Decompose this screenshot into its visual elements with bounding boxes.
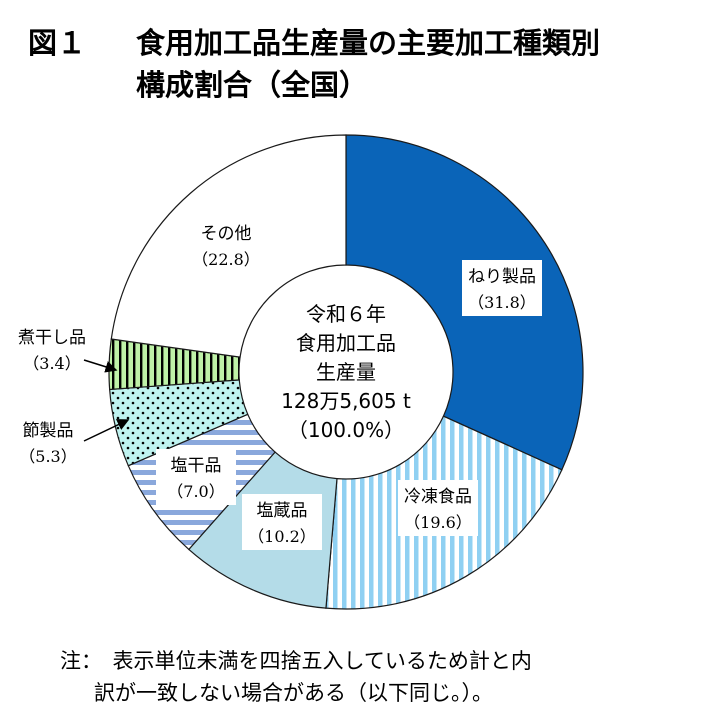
slice-label-box bbox=[462, 260, 542, 316]
footnote-line-2: 訳が一致しない場合がある（以下同じ。）。 bbox=[94, 681, 493, 705]
center-label-line: 令和６年 bbox=[306, 302, 386, 326]
title-text-1: 食用加工品生産量の主要加工種類別 bbox=[136, 26, 601, 60]
donut-slice bbox=[110, 134, 347, 358]
slice-name: その他 bbox=[201, 224, 252, 244]
slice-name: 塩蔵品 bbox=[257, 501, 308, 521]
footnote-line-1: 注： 表示単位未満を四捨五入しているため計と内 bbox=[60, 649, 532, 673]
slice-name: ねり製品 bbox=[468, 267, 536, 287]
slice-value: （19.6） bbox=[404, 513, 472, 532]
slice-label: 塩蔵品 （10.2） bbox=[242, 494, 322, 550]
slice-name: 煮干し品 bbox=[18, 328, 86, 348]
slice-label: 煮干し品 （3.4） bbox=[18, 328, 118, 373]
slice-label: 節製品 （5.3） bbox=[19, 419, 130, 466]
slice-label-box bbox=[242, 494, 322, 550]
slice-value: （22.8） bbox=[192, 250, 260, 269]
slice-label-box bbox=[156, 449, 236, 505]
slice-label: 冷凍食品 （19.6） bbox=[398, 480, 478, 536]
center-label-line: （100.0%） bbox=[288, 418, 404, 442]
title-line-1: 図１ 食用加工品生産量の主要加工種類別 bbox=[28, 22, 600, 64]
slice-label: 塩干品 （7.0） bbox=[156, 449, 236, 505]
center-label-line: 128万5,605 t bbox=[281, 389, 411, 413]
slice-name: 冷凍食品 bbox=[404, 487, 472, 507]
center-label-line: 生産量 bbox=[316, 360, 376, 384]
slice-value: （10.2） bbox=[248, 527, 316, 546]
slice-value: （5.3） bbox=[19, 447, 76, 466]
slice-value: （7.0） bbox=[167, 482, 224, 501]
leader-arrow bbox=[83, 359, 118, 373]
slice-label-box bbox=[398, 480, 478, 536]
figure-number: 図１ bbox=[28, 26, 87, 60]
center-label-line: 食用加工品 bbox=[296, 331, 396, 355]
slice-label: ねり製品 （31.8） bbox=[462, 260, 542, 316]
slice-name: 節製品 bbox=[23, 421, 74, 441]
leader-arrow bbox=[83, 419, 130, 442]
footnote: 注： 表示単位未満を四捨五入しているため計と内 訳が一致しない場合がある（以下同… bbox=[60, 645, 532, 709]
title-line-2: 構成割合（全国） bbox=[136, 68, 369, 102]
slice-name: 塩干品 bbox=[171, 456, 222, 476]
chart-title: 図１ 食用加工品生産量の主要加工種類別 構成割合（全国） bbox=[28, 22, 600, 106]
slice-label: その他 （22.8） bbox=[192, 224, 260, 269]
slice-value: （3.4） bbox=[23, 354, 80, 373]
slice-value: （31.8） bbox=[468, 293, 536, 312]
